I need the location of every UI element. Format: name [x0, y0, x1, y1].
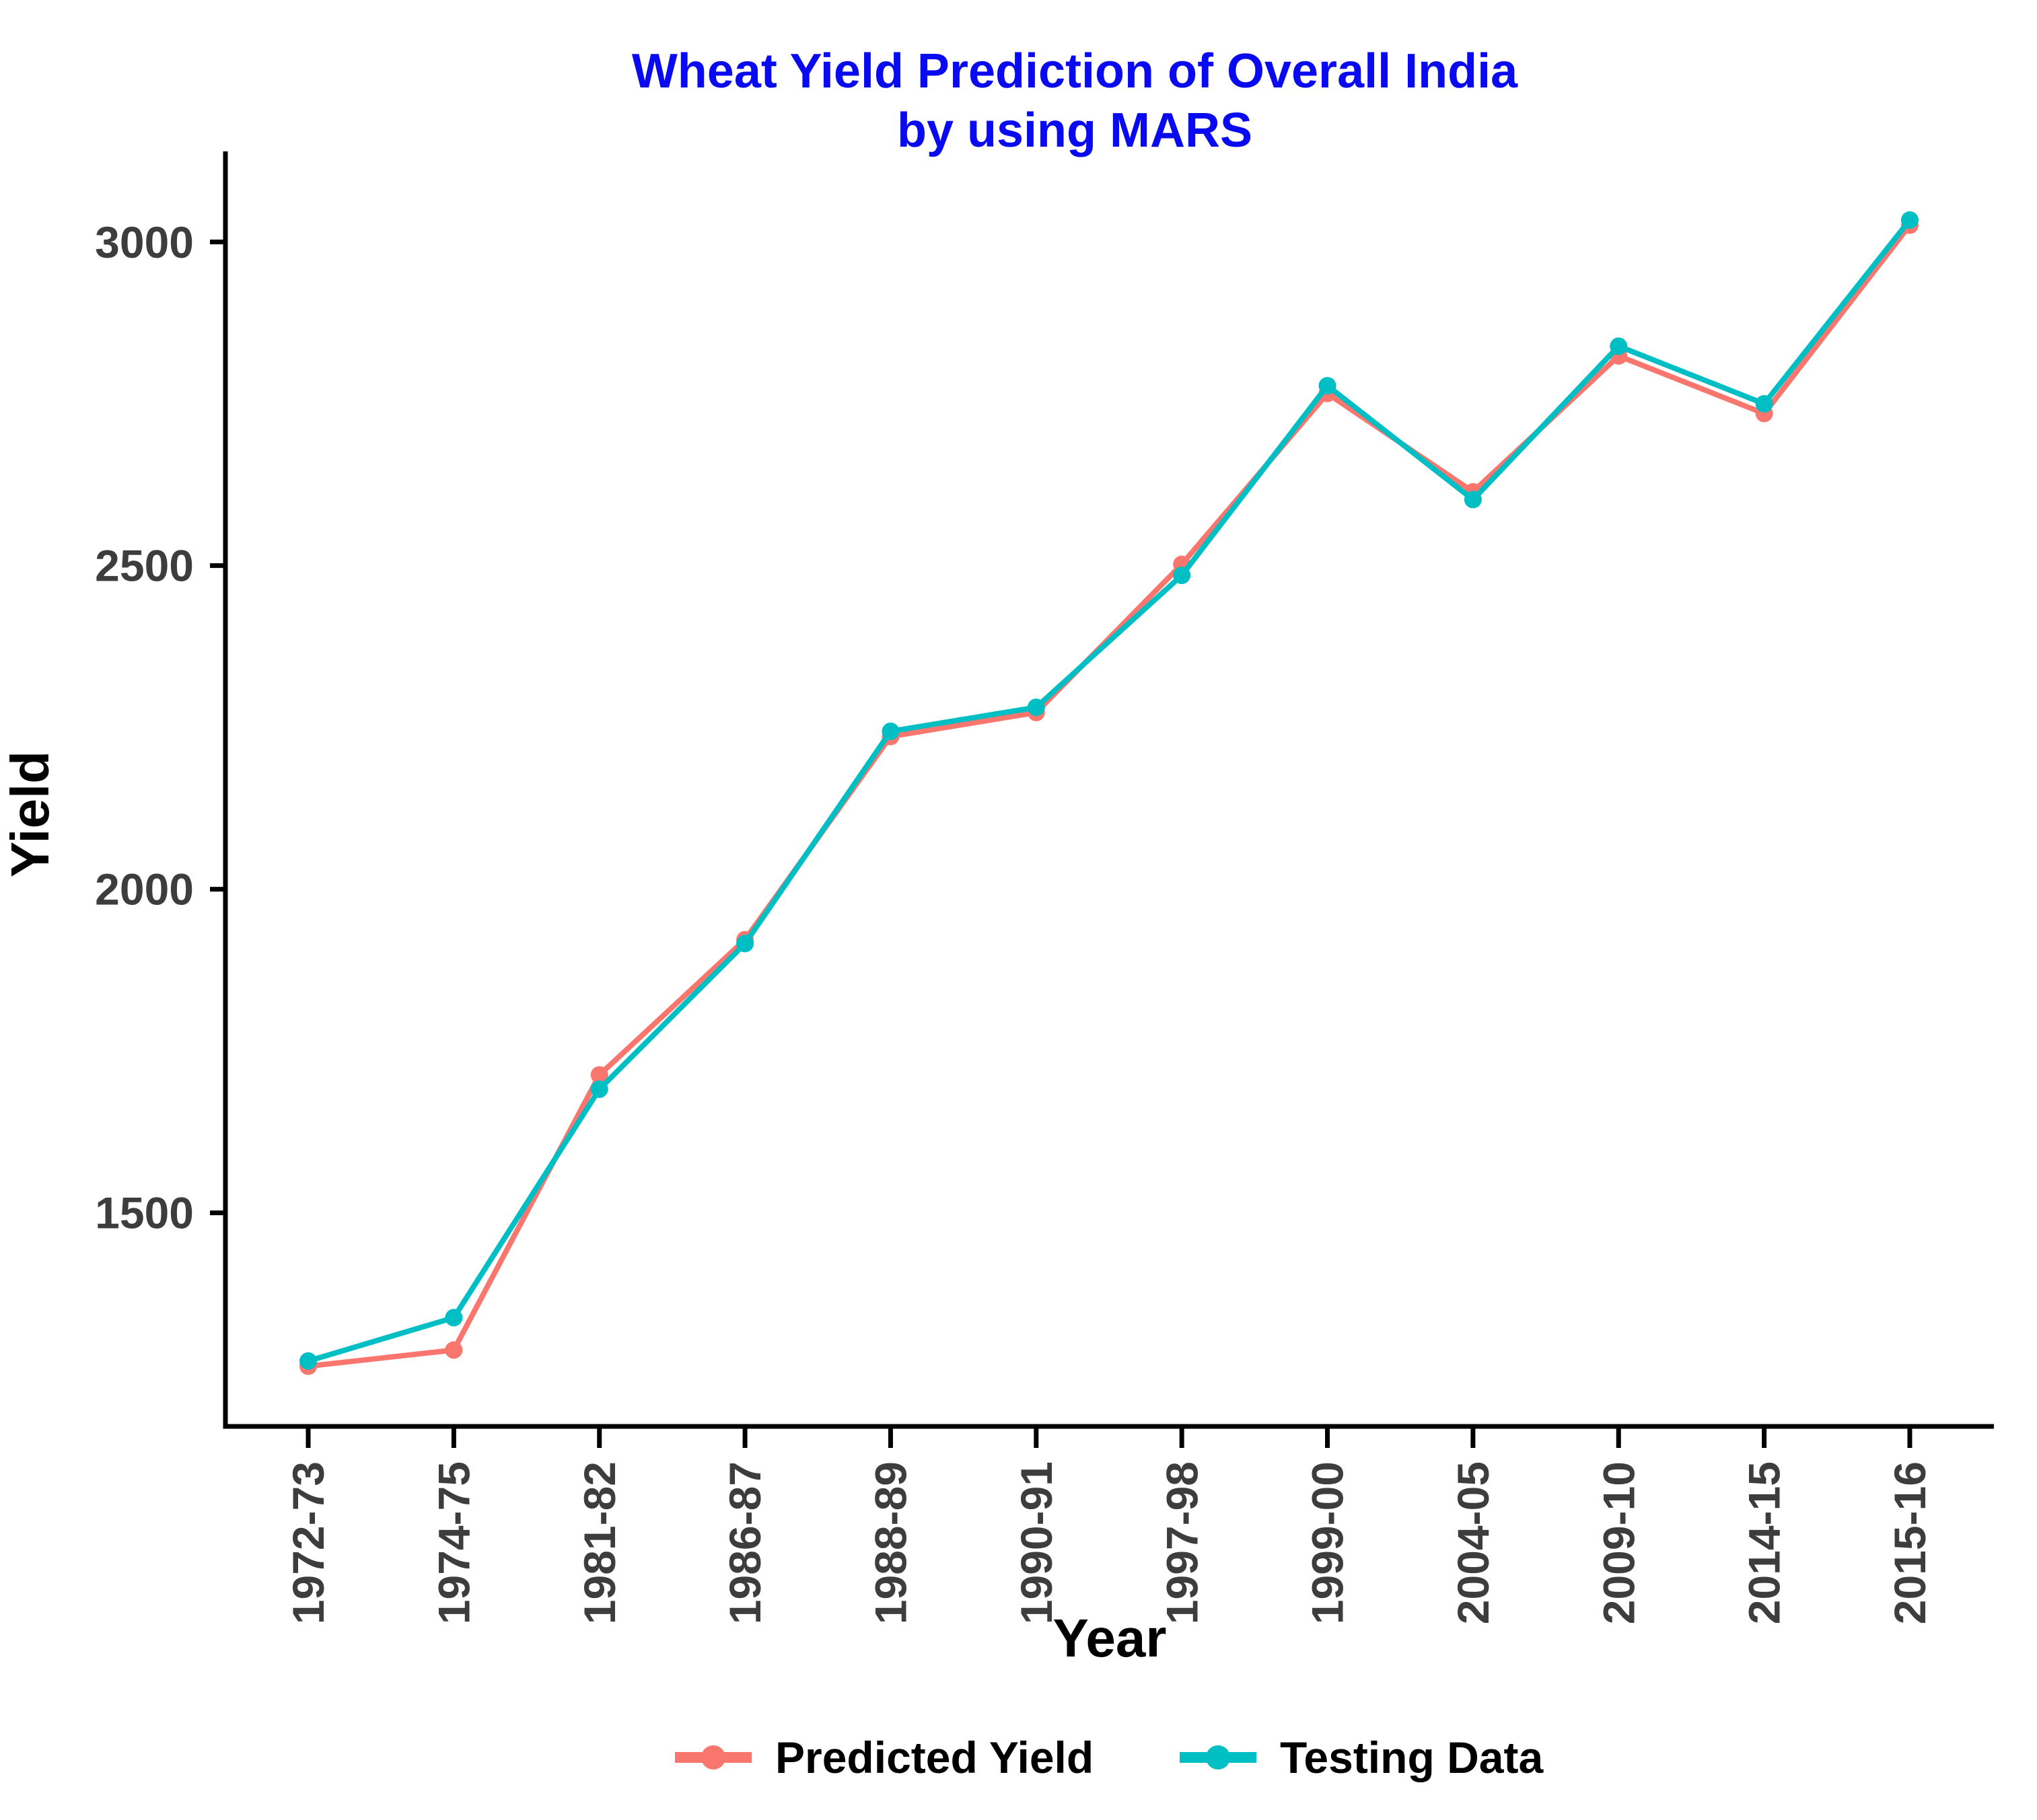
testing-data-data-point [590, 1080, 608, 1098]
legend-item-testing-data: Testing Data [1180, 1733, 1544, 1782]
testing-data-data-point [1610, 337, 1628, 355]
predicted-yield-data-point [445, 1341, 463, 1359]
x-axis-title: Year [1052, 1608, 1166, 1668]
testing-data-data-point [1173, 567, 1191, 585]
x-tick-label: 1999-00 [1303, 1461, 1353, 1624]
testing-data-data-point [1464, 490, 1482, 509]
x-tick-label: 1974-75 [429, 1461, 478, 1624]
chart-title-line2: by using MARS [897, 104, 1252, 157]
testing-data-data-point [1900, 211, 1919, 229]
x-tick-label: 1988-89 [866, 1461, 916, 1624]
testing-data-data-point [1318, 377, 1336, 395]
y-tick-label: 2500 [95, 541, 194, 591]
y-tick-label: 2000 [95, 865, 194, 914]
predicted-yield-data-point [590, 1066, 608, 1084]
testing-data-data-point [1755, 395, 1773, 413]
testing-data-legend-label: Testing Data [1280, 1733, 1544, 1782]
testing-data-data-point [445, 1309, 463, 1327]
x-tick-label: 1997-98 [1157, 1461, 1207, 1624]
testing-data-data-point [1027, 698, 1045, 717]
x-tick-label: 1981-82 [575, 1461, 624, 1624]
x-tick-label: 1972-73 [283, 1461, 333, 1624]
predicted-yield-legend-dot-icon [701, 1745, 725, 1770]
testing-data-data-point [736, 935, 754, 953]
y-tick-label: 3000 [95, 217, 194, 267]
chart-title-line1: Wheat Yield Prediction of Overall India [632, 44, 1518, 98]
x-tick-label: 2004-05 [1448, 1461, 1498, 1624]
predicted-yield-legend-label: Predicted Yield [775, 1733, 1094, 1782]
x-tick-label: 1990-91 [1011, 1461, 1061, 1624]
y-axis-title: Yield [0, 751, 60, 877]
x-tick-label: 2015-16 [1885, 1461, 1935, 1624]
y-tick-label: 1500 [95, 1188, 194, 1238]
legend: Predicted Yield Testing Data [675, 1733, 1544, 1782]
testing-data-data-point [882, 722, 900, 740]
x-tick-label: 2009-10 [1594, 1461, 1643, 1624]
testing-data-series-line [306, 217, 1913, 1364]
predicted-yield-series-line [306, 222, 1913, 1369]
plot-panel: 1500 2000 2500 3000 1972-73 1974-75 1981-82 198… [95, 151, 1994, 1624]
testing-data-legend-dot-icon [1206, 1745, 1230, 1770]
testing-data-data-point [299, 1352, 317, 1370]
x-tick-label: 1986-87 [720, 1461, 770, 1624]
x-tick-label: 2014-15 [1740, 1461, 1789, 1624]
legend-item-predicted-yield: Predicted Yield [675, 1733, 1094, 1782]
